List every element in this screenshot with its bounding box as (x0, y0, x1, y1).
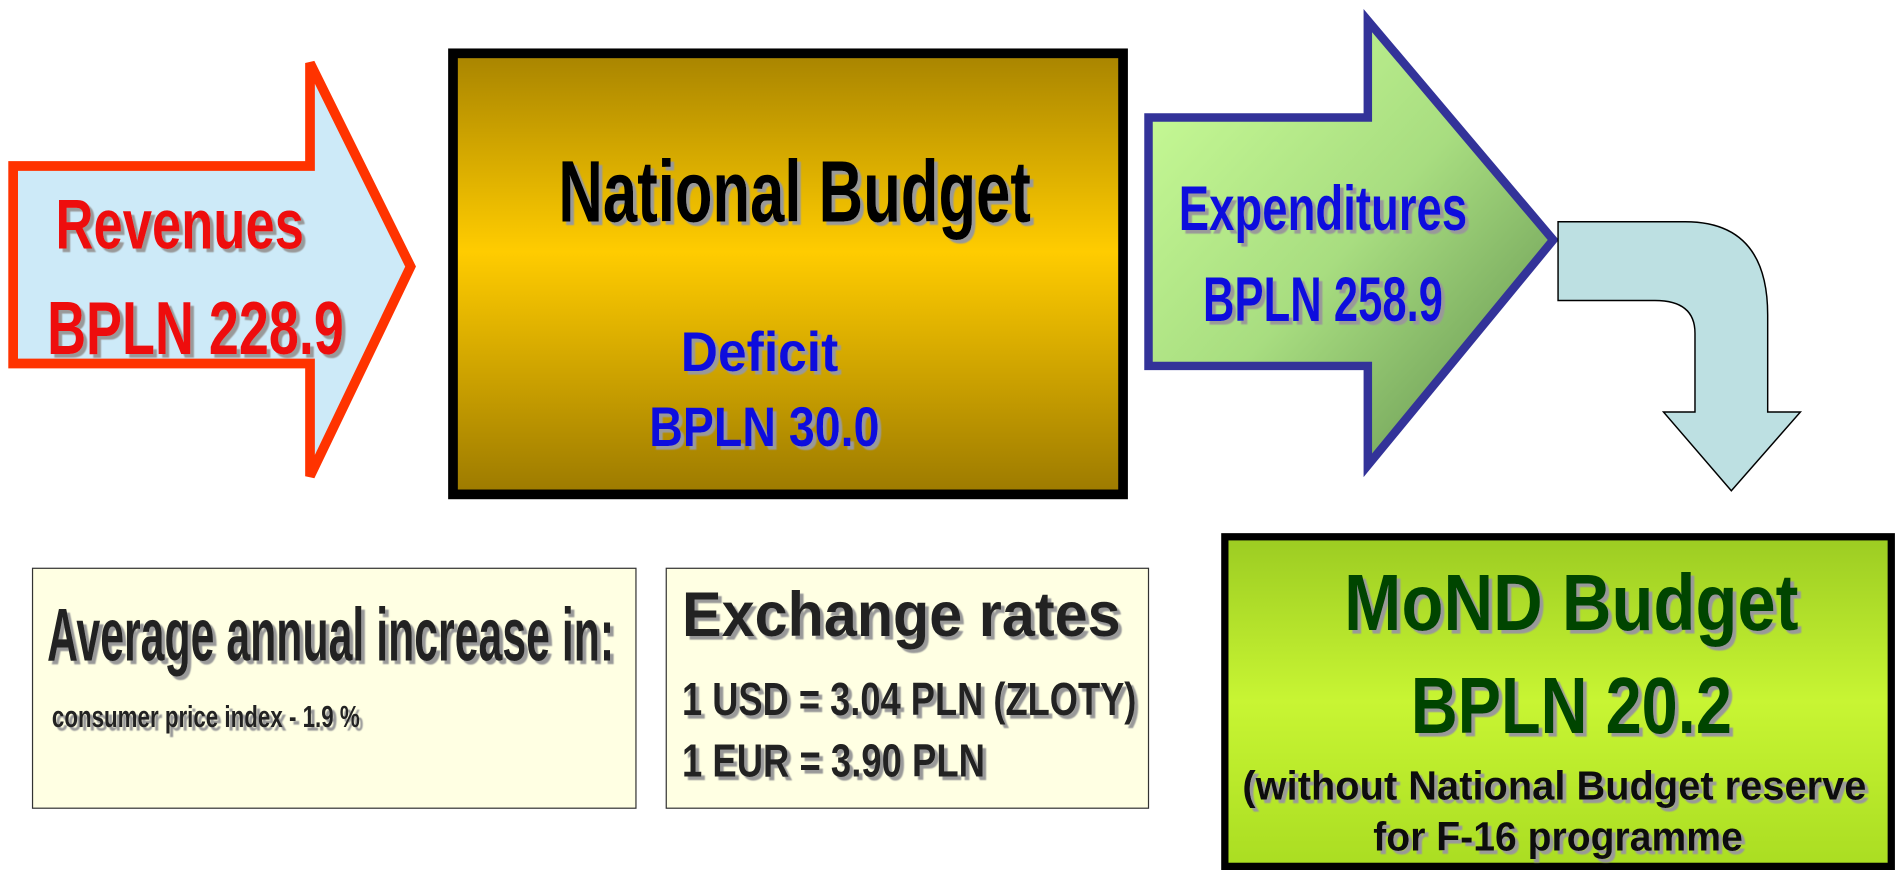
expenditures-arrow (1144, 9, 1559, 478)
inflation-line: consumer price index - 1.9 % (52, 701, 360, 734)
national-budget-box (448, 48, 1128, 500)
deficit-amount: BPLN 30.0 (649, 396, 879, 458)
inflation-box (31, 567, 637, 809)
national-budget-title: National Budget (558, 144, 1031, 241)
revenues-arrow (8, 60, 416, 479)
expenditures-label: Expenditures (1179, 174, 1467, 244)
exchange-box (665, 567, 1150, 809)
revenues-amount: BPLN 228.9 (47, 286, 344, 370)
exchange-line: 1 USD = 3.04 PLN (ZLOTY) (682, 673, 1136, 725)
exchange-title: Exchange rates (682, 580, 1121, 650)
mond-title: MoND Budget (1344, 558, 1798, 647)
exchange-line: 1 EUR = 3.90 PLN (682, 735, 985, 787)
deficit-label: Deficit (681, 321, 839, 383)
mond-amount: BPLN 20.2 (1411, 661, 1732, 750)
expenditures-amount: BPLN 258.9 (1203, 265, 1443, 335)
mond-note: (without National Budget reserve (1242, 763, 1866, 809)
revenues-label: Revenues (56, 184, 304, 263)
inflation-title: Average annual increase in: (47, 592, 614, 676)
curved-arrow (1557, 221, 1803, 492)
mond-note: for F-16 programme (1373, 814, 1743, 860)
mond-budget-box (1221, 533, 1895, 870)
